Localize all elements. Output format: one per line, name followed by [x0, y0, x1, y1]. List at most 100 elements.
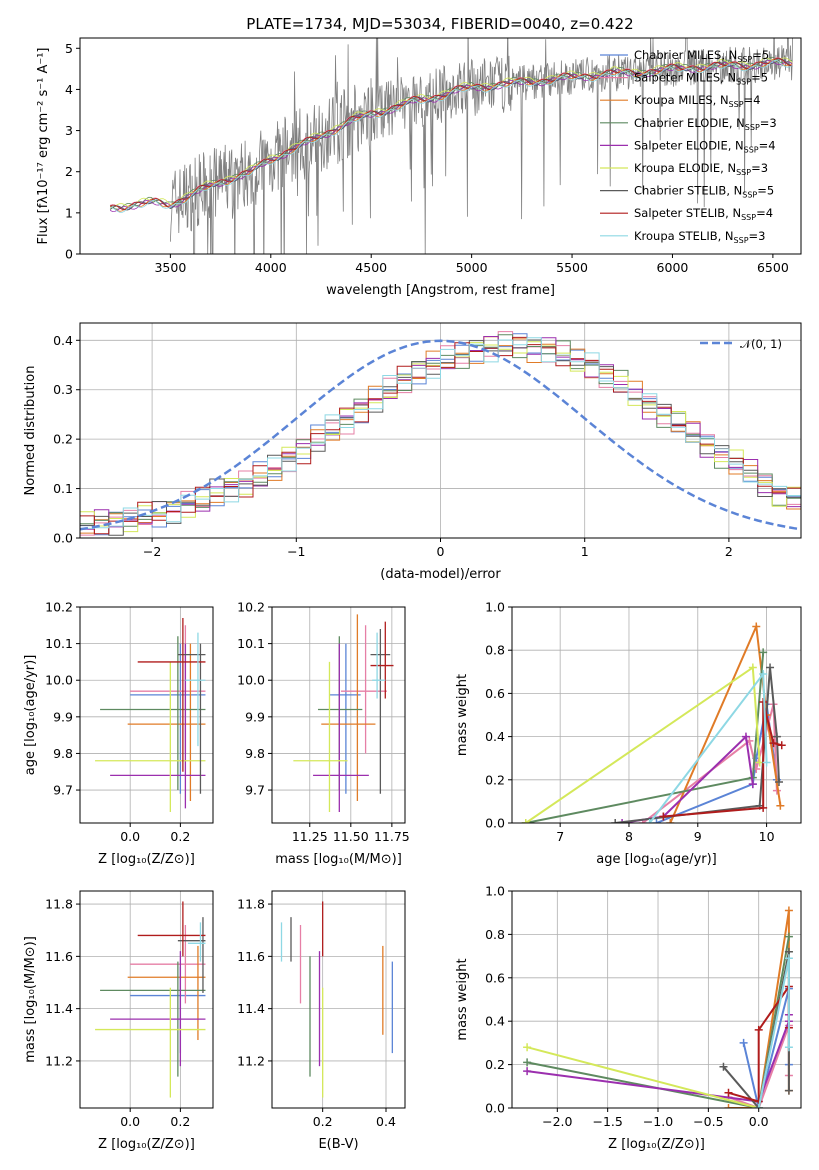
x-tick-label: 0.0 — [120, 829, 140, 844]
plot-area — [80, 891, 213, 1108]
x-tick-label: 0.0 — [749, 1114, 769, 1129]
y-tick-label: 0.2 — [485, 1057, 505, 1072]
x-axis-label: mass [log₁₀(M/M⊙)] — [275, 852, 402, 867]
marker-chabrier_stelib — [774, 777, 783, 786]
y-tick-label: 11.2 — [237, 1053, 265, 1068]
axes-frame — [511, 606, 802, 824]
axes-frame — [79, 890, 214, 1109]
x-tick-label: 5500 — [556, 260, 588, 275]
marker-kroupa_miles — [724, 1104, 733, 1108]
legend-label-salpeter_elodie: Salpeter ELODIE, NSSP=4 — [634, 138, 776, 154]
marker-chabrier_stelib — [766, 663, 775, 672]
figure-title: PLATE=1734, MJD=53034, FIBERID=0040, z=0… — [246, 15, 633, 33]
x-tick-label: 11.75 — [374, 829, 410, 844]
y-tick-label: 0.2 — [53, 432, 73, 447]
marker-salpeter_elodie — [748, 780, 757, 789]
x-tick-label: −2.0 — [542, 1114, 572, 1129]
marker-kroupa_elodie — [521, 819, 530, 823]
x-tick-label: 10 — [759, 829, 775, 844]
y-tick-label: 1.0 — [485, 600, 505, 615]
marker-salpeter_stelib — [724, 1088, 733, 1097]
plot-area — [512, 891, 801, 1108]
x-tick-label: 3500 — [154, 260, 186, 275]
x-tick-label: −1.5 — [592, 1114, 622, 1129]
y-tick-label: 10.0 — [45, 673, 73, 688]
y-tick-label: 11.4 — [237, 1001, 265, 1016]
legend: Chabrier MILES, NSSP=5 Salpeter MILES, NS… — [600, 48, 777, 245]
plot-area — [80, 607, 213, 823]
x-tick-label: 9 — [694, 829, 702, 844]
x-tick-label: 6500 — [757, 260, 789, 275]
y-tick-label: 11.4 — [45, 1001, 73, 1016]
x-axis-label: (data-model)/error — [380, 567, 501, 582]
y-tick-label: 0.6 — [485, 970, 505, 985]
marker-kroupa_miles — [776, 801, 785, 810]
marker-salpeter_stelib — [759, 803, 768, 812]
marker-salpeter_elodie — [741, 732, 750, 741]
y-tick-label: 0.0 — [485, 1101, 505, 1116]
marker-chabrier_stelib — [784, 1086, 793, 1095]
y-tick-label: 0.8 — [485, 643, 505, 658]
axes-residuals: −2 −1 0 1 2 0.0 0.1 0.2 0.3 0.4 (data-model)/error… — [23, 322, 802, 582]
y-tick-label: 2 — [65, 164, 73, 179]
x-tick-label: 4500 — [355, 260, 387, 275]
marker-salpeter_stelib — [769, 739, 778, 748]
marker-kroupa_stelib — [645, 819, 654, 823]
marker-chabrier_elodie — [759, 648, 768, 657]
axes-mass_vs_Z: 0.0 0.2 11.2 11.4 11.6 11.8 Z [log₁₀(Z/Z⊙)] mas… — [23, 890, 214, 1152]
axes-frame — [271, 890, 406, 1109]
marker-salpeter_elodie — [523, 1067, 532, 1076]
legend-label-normal: 𝒩(0, 1) — [740, 337, 782, 351]
marker-kroupa_stelib — [784, 954, 793, 963]
axes-frame — [511, 890, 802, 1109]
y-tick-label: 10.1 — [237, 636, 265, 651]
y-tick-label: 0.1 — [53, 481, 73, 496]
legend-label-kroupa_miles: Kroupa MILES, NSSP=4 — [634, 93, 760, 109]
axes-spectrum: 3500 4000 4500 5000 5500 6000 6500 0 1 2 3 4 5 wavele… — [36, 37, 802, 298]
y-tick-label: 11.8 — [45, 897, 73, 912]
model-spectrum-kroupa_miles — [109, 58, 793, 212]
legend-label-kroupa_stelib: Kroupa STELIB, NSSP=3 — [634, 229, 765, 245]
x-axis-label: wavelength [Angstrom, rest frame] — [326, 283, 555, 298]
y-tick-label: 0.0 — [485, 816, 505, 831]
y-tick-label: 9.8 — [245, 746, 265, 761]
x-tick-label: 0.2 — [170, 1114, 190, 1129]
marker-kroupa_stelib — [784, 1043, 793, 1052]
marker-salpeter_stelib — [759, 698, 768, 707]
marker-salpeter_stelib — [777, 741, 786, 750]
y-tick-label: 0.8 — [485, 927, 505, 942]
y-tick-label: 0.3 — [53, 382, 73, 397]
y-tick-label: 10.0 — [237, 673, 265, 688]
legend-label-chabrier_elodie: Chabrier ELODIE, NSSP=3 — [634, 116, 777, 132]
x-tick-label: 0.4 — [376, 1114, 396, 1129]
legend-label-chabrier_stelib: Chabrier STELIB, NSSP=5 — [634, 184, 774, 200]
x-axis-label: age [log₁₀(age/yr)] — [596, 852, 717, 867]
y-tick-label: 0.4 — [485, 1014, 505, 1029]
plot-area — [272, 607, 405, 823]
marker-chabrier_miles — [739, 1038, 748, 1047]
x-tick-label: 11.25 — [292, 829, 328, 844]
x-tick-label: −2 — [143, 544, 161, 559]
y-tick-label: 11.2 — [45, 1053, 73, 1068]
y-tick-label: 1 — [65, 205, 73, 220]
marker-kroupa_stelib — [759, 669, 768, 678]
y-tick-label: 4 — [65, 82, 73, 97]
marker-kroupa_stelib — [754, 1104, 763, 1108]
y-axis-label: age [log₁₀(age/yr)] — [23, 655, 38, 776]
y-tick-label: 11.8 — [237, 897, 265, 912]
y-tick-label: 10.2 — [237, 600, 265, 615]
marker-kroupa_elodie — [523, 1043, 532, 1052]
axes-frame — [79, 606, 214, 824]
x-tick-label: 0 — [437, 544, 445, 559]
histogram-kroupa_stelib — [80, 337, 801, 529]
marker-kroupa_elodie — [748, 663, 757, 672]
observed-spectrum — [170, 38, 793, 254]
x-tick-label: 5000 — [456, 260, 488, 275]
normal-curve — [80, 339, 801, 531]
x-tick-label: 11.50 — [333, 829, 369, 844]
x-tick-label: 8 — [625, 829, 633, 844]
marker-kroupa_miles — [666, 819, 675, 823]
axes-frame — [271, 606, 406, 824]
marker-chabrier_stelib — [772, 732, 781, 741]
